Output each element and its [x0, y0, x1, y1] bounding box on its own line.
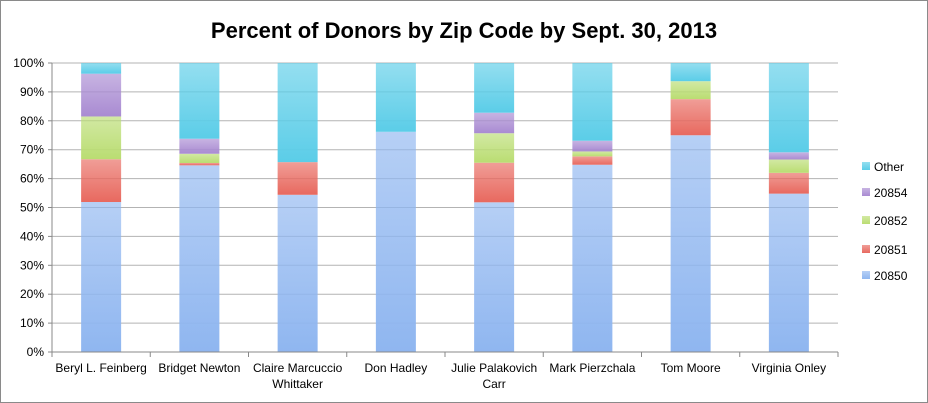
bar-segment-other-6 [670, 63, 711, 82]
bar-segment-20851-2 [277, 162, 318, 195]
bar-segment-20852-1 [179, 153, 220, 163]
bar-segment-20850-7 [768, 193, 809, 352]
bar-segment-20850-0 [81, 202, 122, 352]
bar-segment-other-5 [572, 63, 613, 141]
bar-segment-20852-7 [768, 159, 809, 173]
y-tick-label: 90% [20, 85, 44, 99]
bar-segment-20852-5 [572, 151, 613, 157]
bar-segment-20852-4 [474, 133, 515, 163]
legend-swatch-20854 [862, 188, 870, 196]
legend-swatch-20852 [862, 216, 870, 224]
bar-segment-other-1 [179, 63, 220, 139]
x-category-label: Bridget Newton [158, 361, 240, 375]
y-tick-label: 100% [13, 56, 44, 70]
bar-segment-20852-0 [81, 116, 122, 160]
y-tick-label: 20% [20, 287, 44, 301]
bar-segment-20854-7 [768, 152, 809, 160]
x-category-label: Virginia Onley [752, 361, 826, 375]
bar-segment-20851-0 [81, 159, 122, 203]
x-category-label: Julie Palakovich [451, 361, 537, 375]
legend-label: 20850 [874, 269, 908, 283]
legend-label: Other [874, 160, 904, 174]
y-tick-label: 60% [20, 172, 44, 186]
bar-segment-20851-1 [179, 162, 220, 166]
bar-segment-other-3 [375, 63, 416, 132]
bar-segment-20850-5 [572, 164, 613, 352]
y-tick-label: 70% [20, 143, 44, 157]
bar-segment-20851-5 [572, 156, 613, 165]
x-category-label: Tom Moore [661, 361, 721, 375]
bar-segment-20850-4 [474, 202, 515, 352]
y-tick-label: 50% [20, 201, 44, 215]
bar-segment-20850-2 [277, 194, 318, 352]
bar-segment-20852-6 [670, 81, 711, 100]
bar-segment-other-4 [474, 63, 515, 113]
legend-label: 20851 [874, 243, 908, 257]
legend-swatch-other [862, 162, 870, 170]
x-category-label: Beryl L. Feinberg [55, 361, 146, 375]
legend-swatch-20851 [862, 245, 870, 253]
legend-swatch-20850 [862, 271, 870, 279]
bar-segment-20854-4 [474, 112, 515, 134]
chart-title: Percent of Donors by Zip Code by Sept. 3… [210, 18, 718, 43]
bar-segment-20854-0 [81, 73, 122, 117]
legend-label: 20852 [874, 214, 908, 228]
x-category-label: Carr [482, 377, 505, 391]
bar-segment-20850-3 [375, 131, 416, 352]
y-tick-label: 30% [20, 258, 44, 272]
y-tick-label: 80% [20, 114, 44, 128]
bar-segment-20850-1 [179, 165, 220, 352]
y-tick-label: 0% [27, 345, 45, 359]
bar-segment-20854-1 [179, 138, 220, 154]
x-category-label: Don Hadley [365, 361, 428, 375]
bar-segment-20854-5 [572, 140, 613, 152]
bar-segment-other-0 [81, 63, 122, 74]
bar-segment-20850-6 [670, 135, 711, 352]
y-tick-label: 10% [20, 316, 44, 330]
bar-segment-20851-7 [768, 172, 809, 194]
x-category-label: Mark Pierzchala [549, 361, 635, 375]
x-category-label: Claire Marcuccio [253, 361, 343, 375]
y-tick-label: 40% [20, 229, 44, 243]
legend-label: 20854 [874, 186, 908, 200]
bar-segment-20851-4 [474, 162, 515, 203]
bar-segment-20851-6 [670, 99, 711, 136]
bar-segment-other-2 [277, 63, 318, 163]
x-category-label: Whittaker [272, 377, 323, 391]
bar-segment-other-7 [768, 63, 809, 153]
